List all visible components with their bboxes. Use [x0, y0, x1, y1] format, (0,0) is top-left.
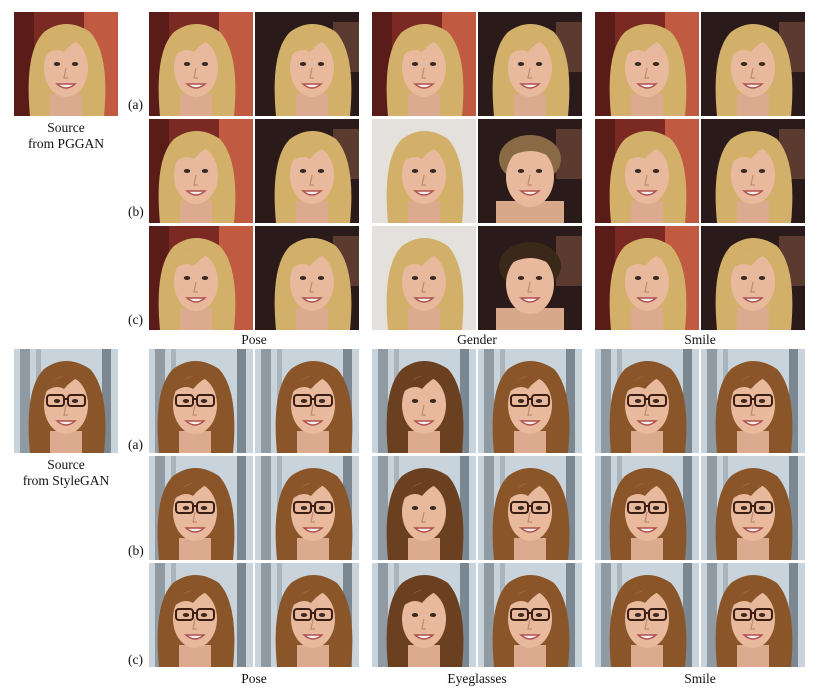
bottom-eyeglasses-c-2	[478, 563, 582, 667]
bottom-row-label-b: (b)	[128, 543, 144, 558]
bottom-column-label-smile: Smile	[684, 671, 716, 686]
top-pose-c-1	[149, 226, 253, 330]
top-source-image	[14, 12, 118, 116]
top-pose-b-2	[255, 119, 359, 223]
top-smile-b-2	[701, 119, 805, 223]
bottom-source-model: from StyleGAN	[22, 473, 110, 488]
bottom-eyeglasses-c-1	[372, 563, 476, 667]
bottom-pose-a-2	[255, 349, 359, 453]
top-row-label-b: (b)	[128, 204, 144, 219]
bottom-pose-c-1	[149, 563, 253, 667]
bottom-smile-a-1	[595, 349, 699, 453]
bottom-smile-a-2	[701, 349, 805, 453]
bottom-eyeglasses-a-2	[478, 349, 582, 453]
bottom-pose-c-2	[255, 563, 359, 667]
top-column-label-gender: Gender	[457, 332, 497, 347]
top-smile-b-1	[595, 119, 699, 223]
top-gender-a-1	[372, 12, 476, 116]
bottom-column-label-eyeglasses: Eyeglasses	[447, 671, 507, 686]
bottom-row-label-c: (c)	[128, 652, 143, 667]
bottom-pose-a-1	[149, 349, 253, 453]
bottom-source-image	[14, 349, 118, 453]
bottom-eyeglasses-a-1	[372, 349, 476, 453]
top-pose-a-1	[149, 12, 253, 116]
top-pose-a-2	[255, 12, 359, 116]
bottom-eyeglasses-b-1	[372, 456, 476, 560]
bottom-column-label-pose: Pose	[241, 671, 267, 686]
bottom-smile-b-1	[595, 456, 699, 560]
top-source-model: from PGGAN	[27, 136, 105, 151]
top-source-caption-line1: Source	[47, 120, 85, 135]
bottom-eyeglasses-b-2	[478, 456, 582, 560]
top-smile-a-2	[701, 12, 805, 116]
top-row-label-c: (c)	[128, 312, 143, 327]
bottom-smile-b-2	[701, 456, 805, 560]
top-gender-b-1	[372, 119, 476, 223]
bottom-pose-b-2	[255, 456, 359, 560]
bottom-source-caption-line1: Source	[47, 457, 85, 472]
top-smile-a-1	[595, 12, 699, 116]
top-column-label-pose: Pose	[241, 332, 267, 347]
bottom-smile-c-2	[701, 563, 805, 667]
top-gender-c-1	[372, 226, 476, 330]
bottom-smile-c-1	[595, 563, 699, 667]
top-source-caption: Source from PGGAN	[14, 120, 118, 152]
top-pose-b-1	[149, 119, 253, 223]
bottom-pose-b-1	[149, 456, 253, 560]
top-pose-c-2	[255, 226, 359, 330]
top-smile-c-2	[701, 226, 805, 330]
bottom-source-caption: Source from StyleGAN	[14, 457, 118, 489]
top-column-label-smile: Smile	[684, 332, 716, 347]
top-gender-a-2	[478, 12, 582, 116]
top-gender-c-2	[478, 226, 582, 330]
top-gender-b-2	[478, 119, 582, 223]
bottom-row-label-a: (a)	[128, 437, 143, 452]
top-smile-c-1	[595, 226, 699, 330]
top-row-label-a: (a)	[128, 97, 143, 112]
